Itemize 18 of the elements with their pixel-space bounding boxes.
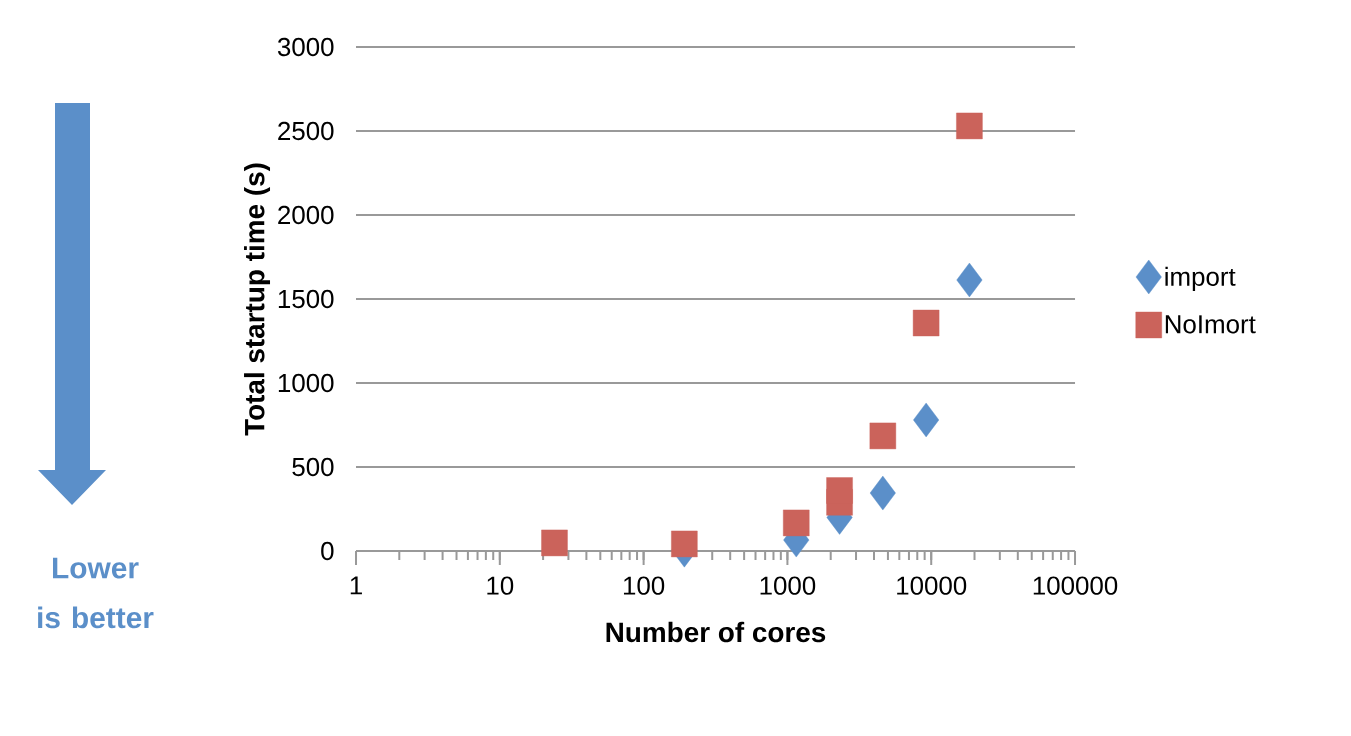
x-tick-label: 10 <box>487 576 514 595</box>
x-tick-label: 10000 <box>897 576 967 595</box>
legend-label: NoImort <box>1165 315 1256 334</box>
y-tick-label: 1000 <box>278 373 334 393</box>
y-tick-label: 3000 <box>277 37 334 57</box>
x-tick-label: 1 <box>350 576 362 595</box>
y-tick-label: 2000 <box>278 205 334 225</box>
legend-label: import <box>1165 266 1236 291</box>
x-axis-title: Number of cores <box>606 621 826 643</box>
y-tick-label: 1500 <box>278 289 334 309</box>
y-tick-label: 0 <box>321 541 334 561</box>
y-tick-label: 2500 <box>278 121 334 141</box>
y-tick-label: 500 <box>292 457 334 477</box>
x-tick-label: 100 <box>623 576 665 595</box>
x-tick-label: 100000 <box>1033 576 1118 595</box>
text: Lower is better <box>38 557 154 629</box>
x-tick-label: 1000 <box>760 576 816 595</box>
y-axis-title: Total startup time (s) <box>244 163 271 436</box>
